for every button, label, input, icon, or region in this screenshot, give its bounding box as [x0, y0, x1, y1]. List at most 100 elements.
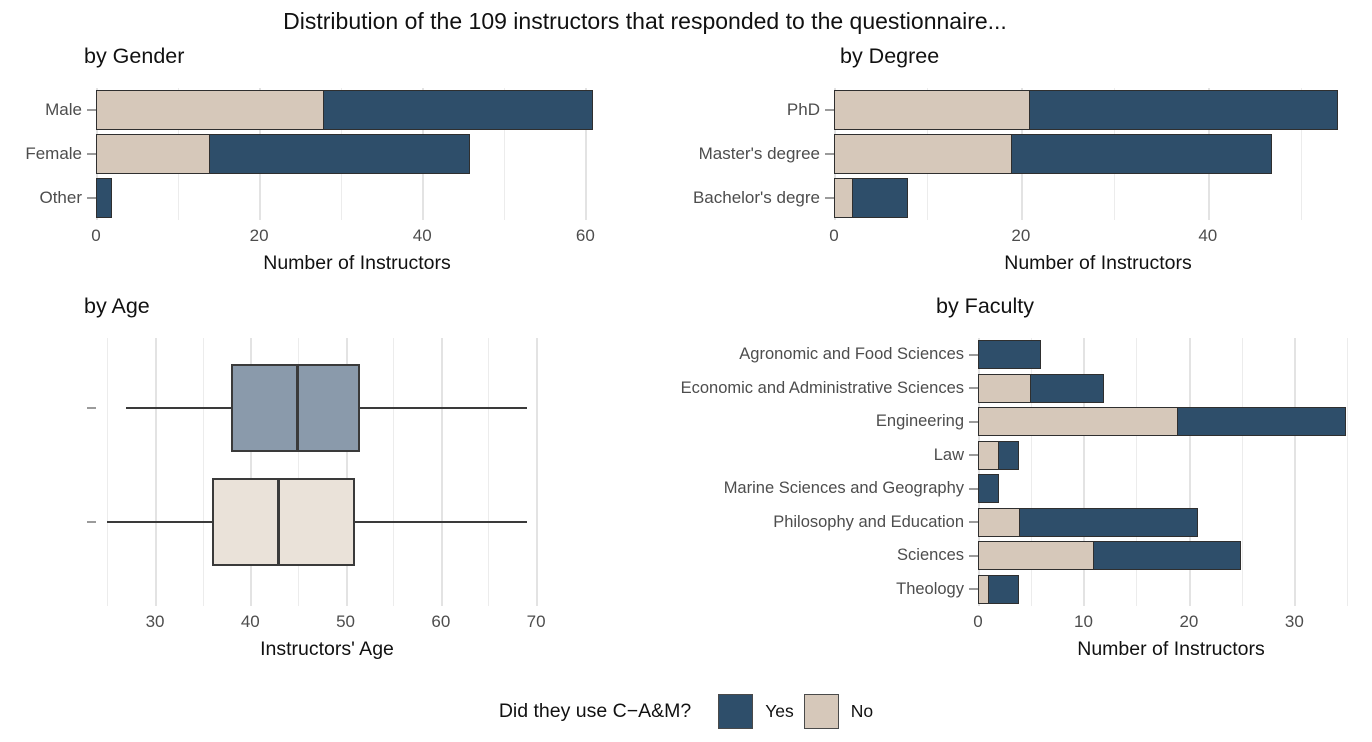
x-axis-tick-label-10: 10 [1073, 612, 1093, 631]
category-label-marine-sciences-and-geography: Marine Sciences and Geography [723, 479, 964, 498]
category-label-engineering: Engineering [875, 412, 964, 431]
bar-segment-agronomic-and-food-sciences-yes [978, 340, 1042, 370]
legend-item-no: No [803, 694, 874, 729]
x-axis-tick-label-0: 0 [973, 612, 983, 631]
axis-tick-mark [87, 521, 96, 523]
bar-segment-sciences-yes [1093, 541, 1241, 571]
gridline-minor-50 [1301, 88, 1303, 220]
gridline-minor-65 [488, 338, 490, 606]
chart-body: PhD Master's degree Bachelor's degre [690, 88, 1362, 220]
category-row: PhD [690, 88, 834, 132]
x-axis-title: Number of Instructors [1004, 252, 1192, 274]
axis-tick-mark [969, 387, 978, 390]
category-row: Master's degree [690, 132, 834, 176]
x-axis-tick-label-30: 30 [145, 612, 165, 631]
x-axis-tick-label-0: 0 [829, 226, 839, 245]
bar-economic-and-administrative-sciences [978, 373, 1104, 403]
bar-segment-philosophy-and-education-no [978, 507, 1021, 537]
bar-segment-engineering-no [978, 407, 1179, 437]
gridline-major-10 [1083, 338, 1086, 606]
axis-tick-mark [87, 407, 96, 409]
gridline-major-30 [1294, 338, 1297, 606]
gridline-major-60 [440, 338, 443, 606]
category-row: Female [18, 132, 96, 176]
category-label-philosophy-and-education: Philosophy and Education [773, 512, 964, 531]
gridline-minor-5 [1030, 338, 1032, 606]
bar-segment-other-yes [96, 178, 113, 218]
category-label-bachelor-s-degre: Bachelor's degre [692, 188, 820, 207]
category-row: Marine Sciences and Geography [664, 472, 978, 506]
legend-item-label-no: No [850, 701, 874, 721]
category-label-economic-and-administrative-sciences: Economic and Administrative Sciences [680, 378, 964, 397]
axis-tick-mark [825, 197, 834, 199]
bar-theology [978, 574, 1020, 604]
bar-bachelor-s-degre [834, 178, 908, 218]
bar-segment-male-yes [323, 90, 593, 130]
bar-segment-master-s-degree-yes [1010, 134, 1273, 174]
bar-segment-phd-no [834, 90, 1031, 130]
x-axis: 0 10 20 30 [973, 610, 1364, 636]
bar-segment-law-yes [998, 440, 1020, 470]
bar-male [96, 90, 593, 130]
bar-marine-sciences-and-geography [978, 474, 1000, 504]
x-axis-tick-label-0: 0 [91, 226, 101, 245]
plot-area [96, 338, 558, 606]
axis-tick-mark [969, 588, 978, 591]
gridline-major-40 [250, 338, 253, 606]
category-labels: Agronomic and Food Sciences Economic and … [664, 338, 978, 606]
gridline-major-60 [585, 88, 588, 220]
gridline-major-20 [1188, 338, 1191, 606]
category-row: Economic and Administrative Sciences [664, 372, 978, 406]
axis-tick-mark [87, 109, 96, 111]
gridline-major-50 [345, 338, 348, 606]
bar-segment-economic-and-administrative-sciences-yes [1029, 373, 1104, 403]
category-row: Male [18, 88, 96, 132]
category-label-agronomic-and-food-sciences: Agronomic and Food Sciences [739, 345, 964, 364]
axis-tick-mark [969, 521, 978, 524]
bar-segment-philosophy-and-education-yes [1019, 507, 1199, 537]
category-row: Bachelor's degre [690, 176, 834, 220]
panel-by-degree: by Degree PhD Master's degree Bachelor's de… [690, 44, 1362, 275]
bar-segment-master-s-degree-no [834, 134, 1012, 174]
boxplot-median-no [277, 478, 281, 566]
legend-title: Did they use C−A&M? [498, 700, 692, 722]
panel-by-gender: by Gender Male Female Other 0 20 40 60 Number of… [18, 44, 618, 275]
boxplot-box-no [212, 478, 356, 566]
x-axis-tick-label-40: 40 [412, 226, 432, 245]
x-axis: 0 20 40 [829, 224, 1362, 250]
x-axis: 30 40 50 60 70 [96, 610, 558, 636]
gridline-minor-35 [1347, 338, 1349, 606]
x-axis: 0 20 40 60 [91, 224, 618, 250]
gridline-minor-55 [393, 338, 395, 606]
category-labels: PhD Master's degree Bachelor's degre [690, 88, 834, 220]
facet-title-by-age: by Age [84, 294, 150, 318]
axis-tick-mark [87, 197, 96, 199]
legend-item-label-yes: Yes [765, 701, 794, 721]
facet-title-by-gender: by Gender [84, 44, 185, 68]
x-axis-title: Number of Instructors [263, 252, 451, 274]
gridline-major-30 [155, 338, 158, 606]
plot-area [834, 88, 1362, 220]
bar-segment-economic-and-administrative-sciences-no [978, 373, 1031, 403]
x-axis-tick-label-60: 60 [431, 612, 451, 631]
x-axis-tick-label-50: 50 [336, 612, 356, 631]
category-label-other: Other [39, 188, 82, 207]
bar-phd [834, 90, 1338, 130]
axis-tick-mark [969, 554, 978, 557]
category-labels [18, 338, 96, 606]
gridline-major-0 [978, 338, 980, 606]
bar-philosophy-and-education [978, 507, 1199, 537]
category-row: Sciences [664, 539, 978, 573]
axis-tick-mark [969, 454, 978, 457]
bar-segment-phd-yes [1029, 90, 1338, 130]
category-label-female: Female [25, 144, 82, 163]
bar-segment-engineering-yes [1177, 407, 1347, 437]
bar-segment-female-yes [209, 134, 471, 174]
panel-by-faculty: by Faculty Agronomic and Food Sciences Eco… [664, 294, 1364, 661]
boxplot-median-yes [296, 364, 300, 452]
bar-segment-bachelor-s-degre-no [834, 178, 853, 218]
chart-body: Agronomic and Food Sciences Economic and … [664, 338, 1364, 606]
gridline-minor-50 [503, 88, 505, 220]
legend-item-yes: Yes [718, 694, 794, 729]
